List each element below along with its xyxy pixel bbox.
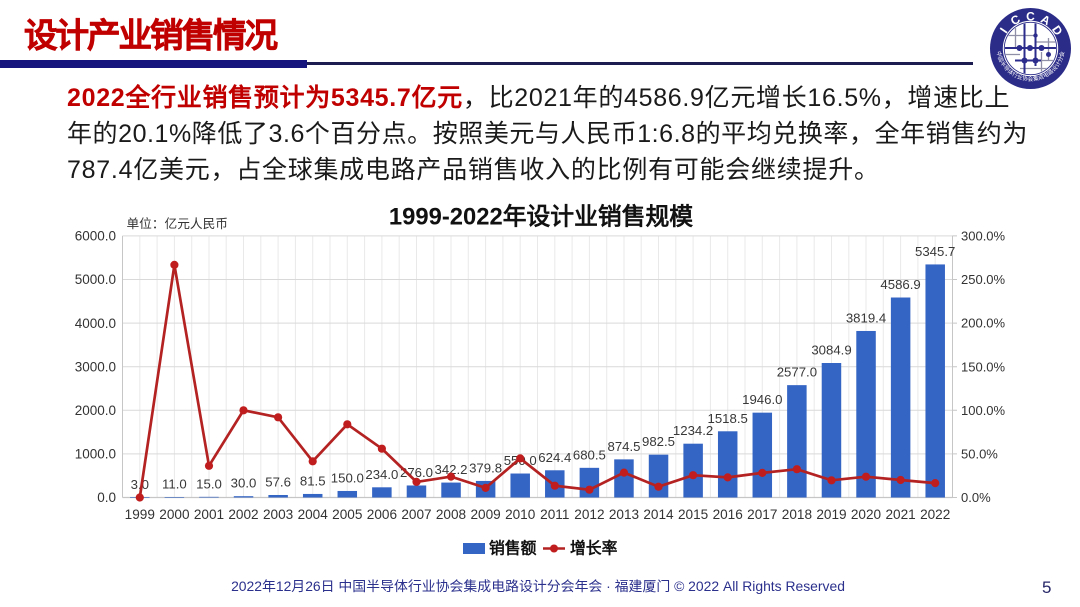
svg-text:2018: 2018: [782, 507, 812, 522]
svg-text:342.2: 342.2: [434, 462, 467, 477]
svg-text:2014: 2014: [643, 507, 674, 522]
svg-text:100.0%: 100.0%: [961, 403, 1006, 418]
svg-text:982.5: 982.5: [642, 434, 675, 449]
svg-text:5345.7: 5345.7: [915, 244, 955, 259]
svg-text:57.6: 57.6: [265, 475, 291, 490]
svg-text:2017: 2017: [747, 507, 777, 522]
svg-text:2019: 2019: [816, 507, 846, 522]
svg-text:200.0%: 200.0%: [961, 316, 1006, 331]
svg-text:11.0: 11.0: [162, 477, 187, 492]
svg-text:3.0: 3.0: [131, 477, 149, 492]
svg-text:2012: 2012: [574, 507, 604, 522]
svg-text:150.0%: 150.0%: [961, 359, 1006, 374]
svg-text:15.0: 15.0: [196, 476, 222, 491]
svg-text:2008: 2008: [436, 507, 466, 522]
svg-text:2577.0: 2577.0: [777, 365, 817, 380]
svg-text:379.8: 379.8: [469, 460, 502, 475]
svg-text:1999-2022年设计业销售规模: 1999-2022年设计业销售规模: [389, 203, 693, 231]
svg-text:2000: 2000: [159, 507, 190, 522]
svg-text:2013: 2013: [609, 507, 639, 522]
svg-text:30.0: 30.0: [231, 476, 257, 491]
svg-text:1234.2: 1234.2: [673, 423, 713, 438]
svg-text:I: I: [997, 25, 1010, 36]
svg-text:1946.0: 1946.0: [742, 392, 782, 407]
svg-text:0.0%: 0.0%: [961, 490, 991, 505]
svg-text:2009: 2009: [470, 507, 500, 522]
svg-text:3819.4: 3819.4: [846, 311, 886, 326]
svg-text:2016: 2016: [713, 507, 743, 522]
svg-text:234.0: 234.0: [365, 467, 398, 482]
svg-text:874.5: 874.5: [607, 439, 640, 454]
svg-text:680.5: 680.5: [573, 447, 606, 462]
svg-text:50.0%: 50.0%: [961, 447, 998, 462]
svg-text:2011: 2011: [540, 507, 569, 522]
svg-text:1999: 1999: [125, 507, 155, 522]
svg-text:276.0: 276.0: [400, 465, 433, 480]
svg-text:增长率: 增长率: [570, 539, 618, 558]
svg-text:4586.9: 4586.9: [880, 277, 920, 292]
svg-text:3084.9: 3084.9: [811, 343, 851, 358]
svg-text:2000.0: 2000.0: [75, 403, 116, 418]
svg-text:3000.0: 3000.0: [75, 359, 116, 374]
svg-text:1000.0: 1000.0: [75, 447, 116, 462]
svg-text:6000.0: 6000.0: [75, 229, 116, 244]
svg-text:2002: 2002: [228, 507, 258, 522]
svg-text:1518.5: 1518.5: [708, 411, 748, 426]
svg-text:2006: 2006: [367, 507, 397, 522]
svg-text:2020: 2020: [851, 507, 882, 522]
svg-text:624.4: 624.4: [538, 450, 571, 465]
svg-text:0.0: 0.0: [97, 490, 116, 505]
svg-text:2001: 2001: [194, 507, 224, 522]
svg-text:150.0: 150.0: [331, 471, 364, 486]
svg-text:2005: 2005: [332, 507, 362, 522]
svg-text:2021: 2021: [885, 507, 915, 522]
svg-text:2015: 2015: [678, 507, 708, 522]
svg-text:250.0%: 250.0%: [961, 272, 1006, 287]
svg-text:2004: 2004: [298, 507, 329, 522]
svg-text:81.5: 81.5: [300, 473, 326, 488]
svg-text:4000.0: 4000.0: [75, 316, 116, 331]
svg-text:单位：亿元人民币: 单位：亿元人民币: [127, 217, 229, 231]
svg-text:2010: 2010: [505, 507, 536, 522]
svg-text:2003: 2003: [263, 507, 293, 522]
svg-text:C: C: [1026, 9, 1035, 23]
svg-text:销售额: 销售额: [489, 539, 537, 558]
svg-text:2022: 2022: [920, 507, 950, 522]
svg-text:2007: 2007: [401, 507, 431, 522]
svg-text:300.0%: 300.0%: [961, 229, 1006, 244]
svg-text:5000.0: 5000.0: [75, 272, 116, 287]
